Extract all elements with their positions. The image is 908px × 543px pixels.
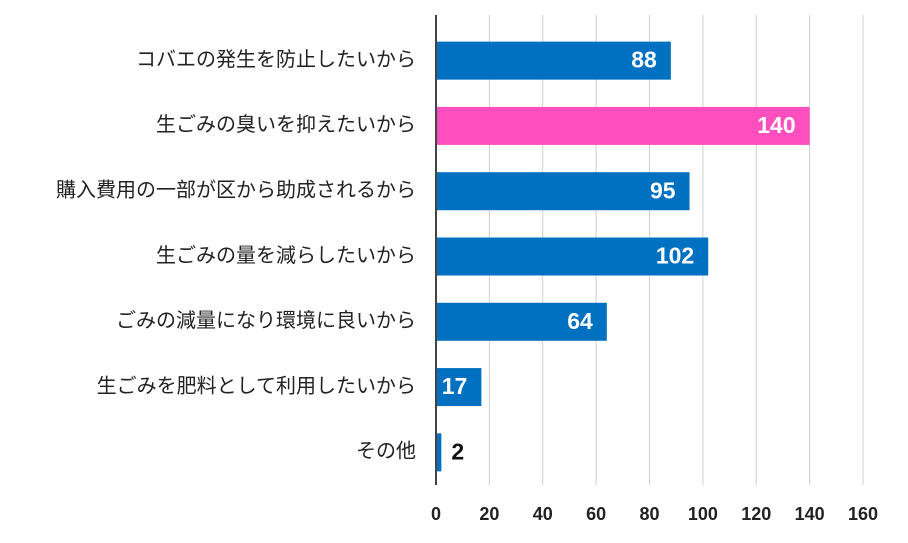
x-tick-label: 60 <box>586 504 606 524</box>
value-label: 2 <box>451 438 464 464</box>
category-label: 生ごみの臭いを抑えたいから <box>156 113 416 136</box>
bar <box>436 433 442 472</box>
x-tick-label: 160 <box>848 504 878 524</box>
category-label: ごみの減量になり環境に良いから <box>116 309 416 332</box>
x-tick-label: 20 <box>479 504 499 524</box>
value-label: 88 <box>631 47 657 73</box>
x-tick-label: 0 <box>431 504 441 524</box>
category-label: 購入費用の一部が区から助成されるから <box>56 178 416 201</box>
x-tick-label: 140 <box>795 504 825 524</box>
x-tick-label: 40 <box>533 504 553 524</box>
category-label: 生ごみの量を減らしたいから <box>156 244 416 267</box>
category-label: 生ごみを肥料として利用したいから <box>97 374 416 397</box>
value-label: 17 <box>442 373 468 399</box>
value-label: 140 <box>757 112 795 138</box>
bar <box>436 302 607 341</box>
bar <box>436 41 671 80</box>
value-label: 102 <box>656 243 694 269</box>
value-label: 95 <box>650 177 676 203</box>
x-tick-label: 100 <box>688 504 718 524</box>
value-label: 64 <box>567 308 593 334</box>
x-tick-label: 80 <box>639 504 659 524</box>
bar <box>436 368 482 407</box>
x-tick-label: 120 <box>741 504 771 524</box>
bar <box>436 172 690 211</box>
category-label: コバエの発生を防止したいから <box>136 48 416 71</box>
category-label: その他 <box>356 440 416 463</box>
bar <box>436 106 810 145</box>
bar <box>436 237 709 276</box>
